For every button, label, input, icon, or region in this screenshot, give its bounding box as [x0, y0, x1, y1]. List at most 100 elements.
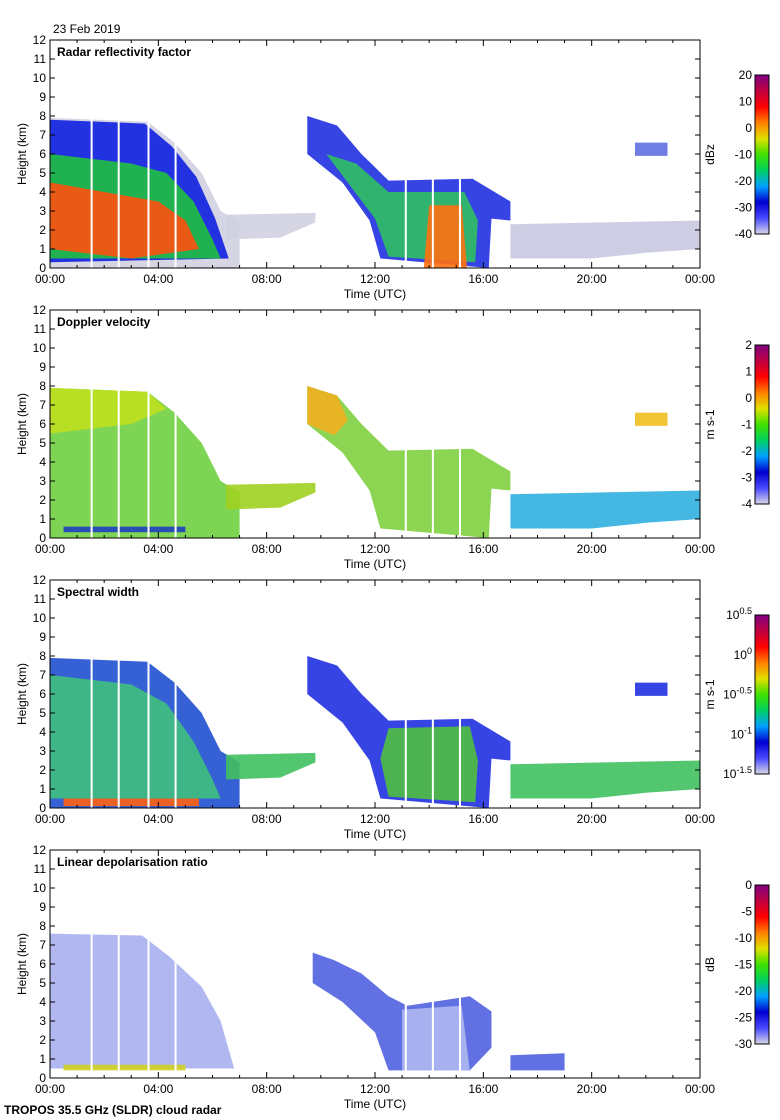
data-gap	[147, 40, 150, 268]
panel-4: Linear depolarisation ratio0123456789101…	[15, 843, 770, 1111]
data-regions	[50, 580, 700, 808]
colorbar-tick-label: -30	[735, 201, 753, 215]
colorbar-tick-label: 0	[745, 121, 752, 135]
colorbar-tick-label: -4	[741, 497, 752, 511]
region-upper-fragment	[635, 142, 668, 156]
exponent: -1.5	[736, 765, 752, 775]
y-tick-label: 8	[39, 379, 46, 393]
colorbar-tick-label: 10-1.5	[723, 765, 752, 781]
region-upper-fragment	[635, 412, 668, 426]
y-tick-label: 5	[39, 166, 46, 180]
x-tick-label: 16:00	[468, 272, 498, 286]
exponent: -1	[744, 725, 752, 735]
x-tick-label: 00:00	[35, 542, 65, 556]
data-gap	[147, 310, 150, 538]
y-tick-label: 7	[39, 938, 46, 952]
data-gap	[90, 40, 93, 268]
y-tick-label: 8	[39, 649, 46, 663]
region-evening-fragments	[510, 1053, 565, 1071]
data-gap	[458, 850, 461, 1078]
y-tick-label: 12	[33, 843, 47, 857]
y-axis-label: Height (km)	[15, 393, 29, 455]
region-afternoon-cloud-upper	[307, 386, 348, 436]
data-gap	[458, 310, 461, 538]
y-tick-label: 9	[39, 630, 46, 644]
y-tick-label: 11	[34, 322, 47, 336]
colorbar-unit-label: dBz	[703, 144, 717, 165]
region-evening-layer	[510, 220, 700, 259]
y-tick-label: 12	[33, 33, 47, 47]
panel-title: Radar reflectivity factor	[57, 45, 191, 59]
x-tick-label: 00:00	[685, 542, 715, 556]
region-afternoon-cloud-core	[380, 726, 478, 803]
y-tick-label: 0	[39, 531, 46, 545]
colorbar-tick-label: 0	[745, 878, 752, 892]
colorbar-tick-label: -1	[741, 418, 752, 432]
colorbar-tick-label: 0	[745, 391, 752, 405]
y-tick-label: 2	[39, 763, 46, 777]
x-tick-label: 20:00	[577, 812, 607, 826]
y-tick-label: 1	[39, 512, 46, 526]
data-gap	[117, 310, 120, 538]
data-gap	[404, 850, 407, 1078]
y-tick-label: 4	[39, 185, 46, 199]
x-tick-label: 08:00	[252, 1082, 282, 1096]
date-label: 23 Feb 2019	[53, 22, 121, 36]
x-tick-label: 20:00	[577, 1082, 607, 1096]
data-gap	[174, 850, 177, 1078]
data-gap	[147, 580, 150, 808]
data-gap	[404, 40, 407, 268]
region-morning-cloud-base	[63, 798, 199, 807]
x-tick-label: 04:00	[143, 812, 173, 826]
data-gap	[431, 40, 434, 268]
data-gap	[404, 580, 407, 808]
colorbar-tick-label: 100.5	[726, 606, 752, 622]
x-tick-label: 16:00	[468, 1082, 498, 1096]
colorbar-tick-label: 20	[739, 68, 753, 82]
panel-1: Radar reflectivity factor012345678910111…	[15, 33, 770, 301]
x-tick-label: 12:00	[360, 272, 390, 286]
y-tick-label: 0	[39, 261, 46, 275]
y-tick-label: 11	[34, 862, 47, 876]
colorbar-tick-label: 1	[745, 365, 752, 379]
region-evening-layer	[510, 490, 700, 529]
data-gap	[431, 850, 434, 1078]
y-tick-label: 9	[39, 90, 46, 104]
y-tick-label: 9	[39, 900, 46, 914]
x-tick-label: 16:00	[468, 542, 498, 556]
region-afternoon-cloud-core	[402, 1005, 470, 1071]
colorbar-tick-label: -30	[735, 1037, 753, 1051]
data-regions	[50, 310, 700, 538]
colorbar	[754, 74, 770, 235]
y-axis-label: Height (km)	[15, 933, 29, 995]
y-axis-label: Height (km)	[15, 663, 29, 725]
y-tick-label: 7	[39, 668, 46, 682]
y-tick-label: 0	[39, 1071, 46, 1085]
x-tick-label: 12:00	[360, 1082, 390, 1096]
y-tick-label: 10	[33, 611, 47, 625]
colorbar-tick-label: -2	[741, 444, 752, 458]
x-tick-label: 08:00	[252, 812, 282, 826]
data-gap	[90, 310, 93, 538]
data-gap	[174, 310, 177, 538]
y-tick-label: 4	[39, 455, 46, 469]
y-tick-label: 5	[39, 976, 46, 990]
x-tick-label: 00:00	[685, 272, 715, 286]
data-gap	[431, 580, 434, 808]
footer-label: TROPOS 35.5 GHz (SLDR) cloud radar	[4, 1103, 222, 1117]
colorbar	[754, 344, 770, 505]
y-tick-label: 6	[39, 957, 46, 971]
data-gap	[458, 580, 461, 808]
colorbar-unit-label: m s-1	[703, 679, 717, 709]
region-morning-cloud-upper	[50, 387, 167, 434]
y-tick-label: 9	[39, 360, 46, 374]
colorbar	[754, 884, 770, 1045]
y-tick-label: 5	[39, 436, 46, 450]
exponent: 0.5	[739, 606, 752, 616]
panel-title: Doppler velocity	[57, 315, 151, 329]
colorbar-tick-label: 100	[734, 646, 752, 662]
colorbar-tick-label: -20	[735, 984, 753, 998]
x-tick-label: 04:00	[143, 272, 173, 286]
